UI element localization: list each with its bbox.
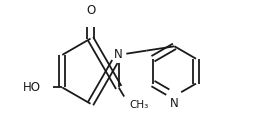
Text: N: N <box>114 48 123 61</box>
Text: O: O <box>86 4 95 17</box>
Text: HO: HO <box>23 81 41 94</box>
Text: CH₃: CH₃ <box>130 100 149 110</box>
Text: N: N <box>170 97 179 110</box>
